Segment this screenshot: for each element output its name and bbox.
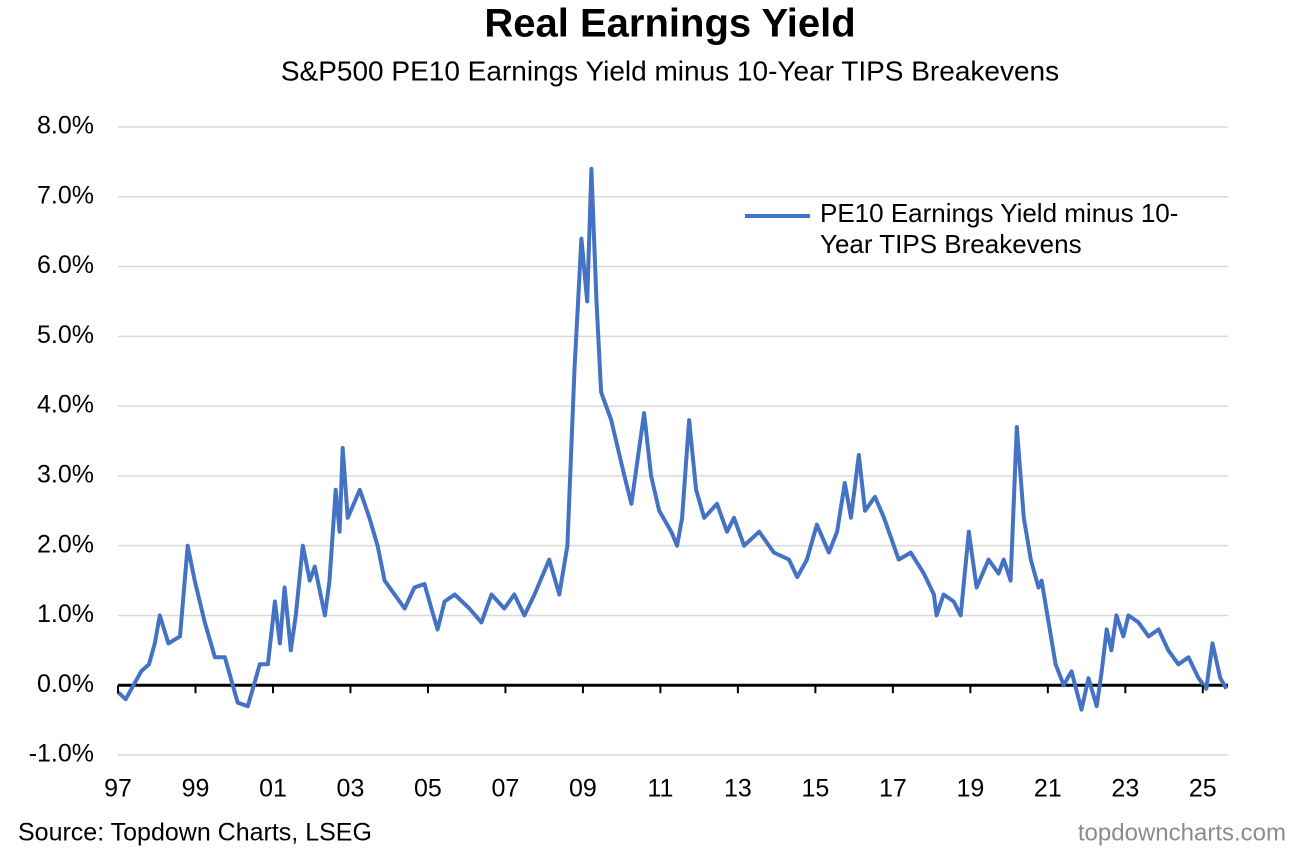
y-tick-label: 4.0%	[37, 391, 94, 419]
x-tick-label: 19	[956, 775, 984, 803]
x-tick-label: 17	[879, 775, 907, 803]
x-tick-label: 03	[337, 775, 365, 803]
legend-swatch	[745, 214, 810, 218]
y-tick-label: 2.0%	[37, 530, 94, 558]
source: Source: Topdown Charts, LSEG	[18, 819, 372, 847]
legend-label: PE10 Earnings Yield minus 10-Year TIPS B…	[820, 198, 1179, 259]
watermark: topdowncharts.com	[1078, 819, 1286, 846]
x-tick-label: 99	[182, 775, 210, 803]
x-tick-label: 97	[104, 775, 132, 803]
y-tick-label: 3.0%	[37, 460, 94, 488]
x-tick-label: 07	[492, 775, 520, 803]
x-tick-label: 13	[724, 775, 752, 803]
legend: PE10 Earnings Yield minus 10-Year TIPS B…	[745, 198, 1185, 260]
plot	[116, 166, 1229, 712]
x-tick-label: 01	[259, 775, 287, 803]
x-tick-label: 11	[647, 775, 673, 803]
chart-title: Real Earnings Yield	[484, 2, 855, 46]
y-tick-label: 1.0%	[37, 600, 94, 628]
y-tick-label: -1.0%	[29, 740, 94, 768]
x-tick-label: 05	[414, 775, 442, 803]
x-tick-label: 15	[801, 775, 829, 803]
chart-subtitle: S&P500 PE10 Earnings Yield minus 10-Year…	[281, 55, 1059, 86]
x-tick-label: 23	[1111, 775, 1139, 803]
x-tick-label: 21	[1034, 775, 1062, 803]
x-tick-label: 25	[1189, 775, 1217, 803]
y-tick-label: 8.0%	[37, 112, 94, 140]
y-tick-label: 0.0%	[37, 670, 94, 698]
y-tick-label: 7.0%	[37, 181, 94, 209]
y-tick-label: 6.0%	[37, 251, 94, 279]
data-line	[116, 166, 1229, 712]
x-tick-label: 09	[569, 775, 597, 803]
y-tick-label: 5.0%	[37, 321, 94, 349]
